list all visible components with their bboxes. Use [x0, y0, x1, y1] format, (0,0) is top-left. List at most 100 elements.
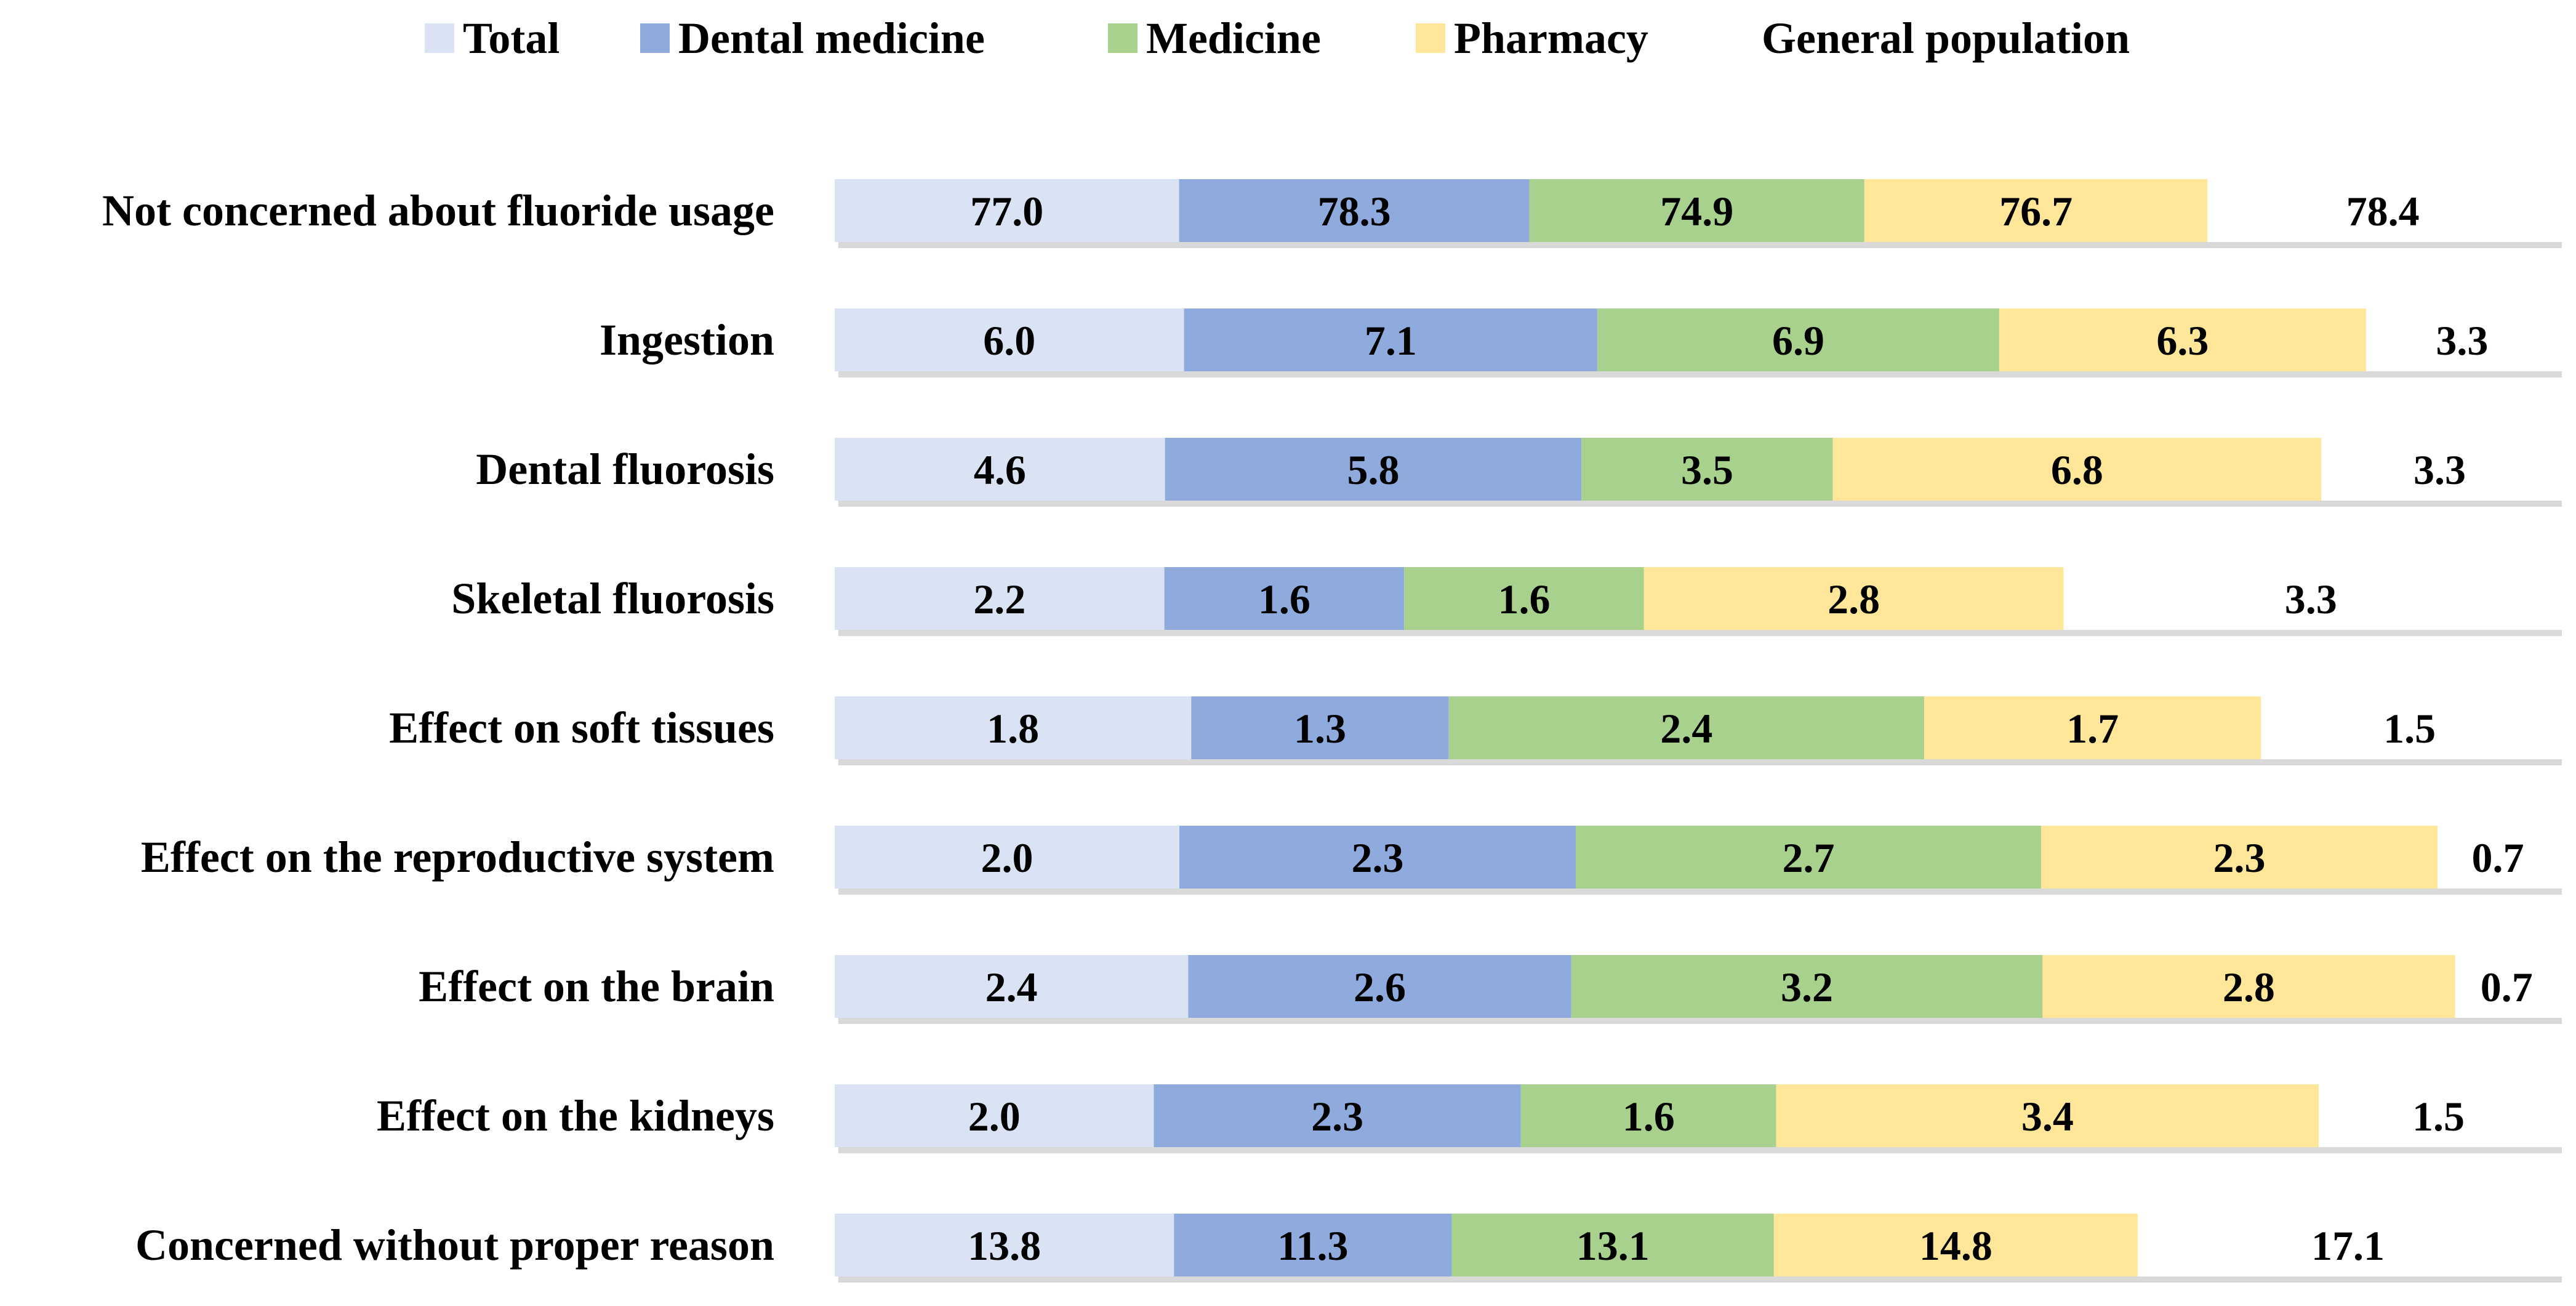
value-label-total: 77.0 [970, 188, 1043, 235]
bar-segment-total [835, 438, 1165, 501]
value-label-total: 2.2 [973, 576, 1025, 623]
legend-swatch-dental-medicine [640, 23, 670, 53]
bar-segment-dental-medicine [1165, 438, 1582, 501]
legend-swatch-general-population [1723, 23, 1753, 53]
bar-segment-dental-medicine [1191, 696, 1449, 759]
value-label-general-population: 0.7 [2472, 834, 2524, 881]
bar-segment-total [835, 696, 1192, 759]
bar-segment-pharmacy [1776, 1084, 2319, 1147]
legend-label-total: Total [463, 14, 560, 63]
bar-row: Skeletal fluorosis 2.2 1.6 1.6 2.8 3.3 [451, 567, 2562, 636]
value-label-dental-medicine: 1.3 [1294, 705, 1346, 752]
value-label-pharmacy: 2.3 [2213, 834, 2266, 881]
value-label-pharmacy: 6.3 [2156, 317, 2209, 364]
legend: Total Dental medicine Medicine Pharmacy Gene… [425, 14, 2130, 63]
value-label-dental-medicine: 2.3 [1352, 834, 1404, 881]
value-label-pharmacy: 2.8 [2223, 964, 2275, 1010]
legend-label-pharmacy: Pharmacy [1454, 14, 1648, 63]
category-label: Ingestion [600, 315, 774, 365]
bar-segment-dental-medicine [1179, 826, 1576, 889]
value-label-total: 2.0 [981, 834, 1033, 881]
bar-shadow [838, 630, 2562, 636]
value-label-medicine: 1.6 [1498, 576, 1551, 623]
category-label: Effect on the kidneys [377, 1091, 774, 1140]
bar-row: Effect on the reproductive system 2.0 2.3 2… [141, 826, 2562, 895]
value-label-general-population: 3.3 [2436, 317, 2488, 364]
bar-row: Effect on the kidneys 2.0 2.3 1.6 3.4 1.5 [377, 1084, 2562, 1153]
chart-rows: Not concerned about fluoride usage 77.0 78… [102, 179, 2562, 1283]
bar-segment-medicine [1571, 955, 2043, 1018]
value-label-dental-medicine: 11.3 [1277, 1222, 1348, 1269]
bar-segment-dental-medicine [1174, 1214, 1452, 1276]
value-label-total: 6.0 [983, 317, 1035, 364]
value-label-medicine: 3.5 [1681, 446, 1733, 493]
category-label: Effect on soft tissues [389, 703, 774, 752]
bar-segment-dental-medicine [1184, 308, 1598, 371]
bar-shadow [838, 1018, 2562, 1024]
bar-segment-pharmacy [1773, 1214, 2138, 1276]
category-label: Concerned without proper reason [135, 1220, 774, 1270]
value-label-pharmacy: 1.7 [2066, 705, 2119, 752]
value-label-medicine: 3.2 [1781, 964, 1833, 1010]
value-label-pharmacy: 2.8 [1828, 576, 1880, 623]
bar-segment-medicine [1597, 308, 1999, 371]
bar-segment-pharmacy [1643, 567, 2064, 630]
bar-segment-dental-medicine [1154, 1084, 1521, 1147]
value-label-pharmacy: 14.8 [1919, 1222, 1992, 1269]
bar-segment-total [835, 1214, 1174, 1276]
bar-shadow [838, 242, 2562, 248]
legend-swatch-pharmacy [1416, 23, 1445, 53]
bar-segment-pharmacy [1832, 438, 2321, 501]
bar-segment-total [835, 1084, 1154, 1147]
value-label-pharmacy: 6.8 [2051, 446, 2103, 493]
value-label-total: 1.8 [987, 705, 1039, 752]
value-label-general-population: 3.3 [2285, 576, 2337, 623]
bar-segment-medicine [1581, 438, 1833, 501]
bar-shadow [838, 1147, 2562, 1153]
bar-segment-total [835, 567, 1165, 630]
value-label-dental-medicine: 7.1 [1365, 317, 1417, 364]
category-label: Skeletal fluorosis [451, 574, 774, 623]
bar-segment-pharmacy [2041, 826, 2438, 889]
bar-segment-pharmacy [1999, 308, 2366, 371]
legend-swatch-medicine [1108, 23, 1138, 53]
value-label-dental-medicine: 1.6 [1258, 576, 1310, 623]
value-label-medicine: 74.9 [1660, 188, 1733, 235]
bar-segment-medicine [1520, 1084, 1776, 1147]
bar-segment-pharmacy [1864, 179, 2208, 242]
value-label-dental-medicine: 78.3 [1318, 188, 1391, 235]
bar-segment-total [835, 179, 1179, 242]
bar-row: Ingestion 6.0 7.1 6.9 6.3 3.3 [600, 308, 2562, 377]
value-label-general-population: 1.5 [2383, 705, 2436, 752]
value-label-total: 2.4 [985, 964, 1038, 1010]
category-label: Dental fluorosis [476, 445, 774, 494]
bar-segment-total [835, 826, 1179, 889]
bar-segment-medicine [1576, 826, 2041, 889]
value-label-medicine: 2.4 [1660, 705, 1712, 752]
value-label-general-population: 0.7 [2481, 964, 2533, 1010]
bar-row: Effect on soft tissues 1.8 1.3 2.4 1.7 1.5 [389, 696, 2562, 765]
bar-segment-general-population [2365, 308, 2558, 371]
bar-segment-general-population [2137, 1214, 2558, 1276]
value-label-general-population: 78.4 [2346, 188, 2420, 235]
bar-segment-medicine [1451, 1214, 1774, 1276]
value-label-medicine: 13.1 [1576, 1222, 1650, 1269]
bar-segment-medicine [1529, 179, 1864, 242]
bar-shadow [838, 501, 2562, 507]
legend-label-dental-medicine: Dental medicine [678, 14, 985, 63]
value-label-dental-medicine: 5.8 [1347, 446, 1400, 493]
category-label: Effect on the brain [419, 962, 774, 1011]
bar-segment-medicine [1404, 567, 1644, 630]
value-label-medicine: 2.7 [1783, 834, 1835, 881]
bar-segment-general-population [2438, 826, 2558, 889]
value-label-dental-medicine: 2.3 [1311, 1093, 1363, 1140]
value-label-medicine: 1.6 [1623, 1093, 1675, 1140]
bar-row: Not concerned about fluoride usage 77.0 78… [102, 179, 2562, 248]
bar-segment-dental-medicine [1188, 955, 1571, 1018]
bar-segment-general-population [2321, 438, 2558, 501]
value-label-total: 4.6 [974, 446, 1026, 493]
bar-segment-general-population [2261, 696, 2558, 759]
category-label: Effect on the reproductive system [141, 832, 774, 882]
category-label: Not concerned about fluoride usage [102, 186, 774, 235]
